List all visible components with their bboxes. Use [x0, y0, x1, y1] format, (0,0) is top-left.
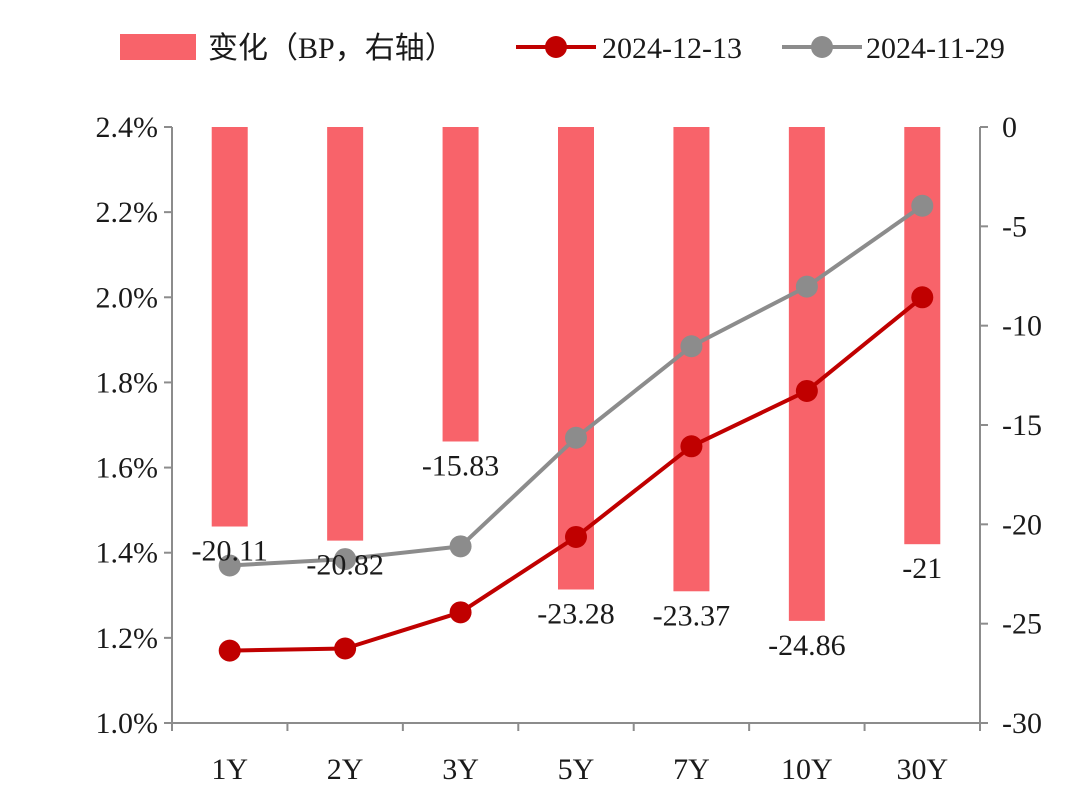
left-tick-label: 1.6% — [96, 452, 159, 485]
line-series-1-point-3Y — [449, 535, 472, 558]
bar-1Y — [211, 127, 248, 527]
line-series-1-point-5Y — [565, 426, 587, 449]
line-series-0-point-7Y — [680, 435, 703, 458]
line-series-1-point-7Y — [680, 335, 703, 358]
x-tick-label: 5Y — [558, 753, 595, 786]
x-tick-label: 30Y — [896, 753, 948, 786]
right-tick-label: -15 — [1002, 409, 1042, 442]
line-series-0-point-3Y — [449, 601, 472, 624]
legend-line2-label: 2024-11-29 — [866, 32, 1005, 65]
line-series-0-point-30Y — [911, 286, 934, 309]
left-tick-label: 1.4% — [96, 537, 159, 570]
line-series — [218, 194, 934, 662]
right-tick-label: -20 — [1002, 508, 1042, 541]
line-series-0-point-1Y — [218, 639, 241, 662]
x-tick-label: 2Y — [327, 753, 364, 786]
line-series-0-point-10Y — [795, 379, 818, 402]
bar-data-label-1Y: -20.11 — [192, 535, 268, 568]
legend: 变化（BP，右轴） 2024-12-13 2024-11-29 — [120, 32, 1005, 65]
line-series-0-point-2Y — [334, 637, 357, 660]
left-tick-label: 1.2% — [96, 622, 159, 655]
data-labels: -20.11 -20.82 -15.83 -23.28 -23.37 -24.86 -21 — [192, 449, 943, 661]
bar-30Y — [904, 127, 941, 545]
bar-data-label-7Y: -23.37 — [653, 599, 731, 632]
legend-line1-label: 2024-12-13 — [602, 32, 742, 65]
axes: 2.4% 2.2% 2.0% 1.8% 1.6% 1.4% 1.2% 1.0% 0 -5 -10 -1… — [96, 111, 1043, 786]
left-tick-label: 1.8% — [96, 366, 159, 399]
line-series-1-point-2Y — [334, 548, 357, 571]
bar-series — [211, 127, 941, 621]
bar-data-label-10Y: -24.86 — [768, 629, 846, 662]
x-tick-label: 1Y — [211, 753, 248, 786]
bar-7Y — [673, 127, 710, 592]
right-tick-label: -10 — [1002, 310, 1042, 343]
bar-data-label-5Y: -23.28 — [537, 597, 615, 630]
left-tick-label: 1.0% — [96, 707, 159, 740]
left-tick-label: 2.0% — [96, 281, 159, 314]
line-series-1-point-10Y — [795, 275, 818, 298]
legend-line2-marker — [811, 36, 833, 58]
line-series-0-point-5Y — [565, 525, 587, 548]
right-tick-label: -30 — [1002, 707, 1042, 740]
bar-3Y — [442, 127, 479, 442]
x-tick-label: 10Y — [781, 753, 833, 786]
legend-line1-marker — [545, 36, 567, 58]
line-series-1-point-30Y — [911, 194, 934, 217]
right-tick-label: -5 — [1002, 210, 1027, 243]
right-tick-label: 0 — [1002, 111, 1017, 144]
bar-10Y — [788, 127, 825, 621]
line-series-1-point-1Y — [218, 554, 241, 577]
bar-data-label-2Y: -20.82 — [306, 549, 384, 582]
left-tick-label: 2.2% — [96, 196, 159, 229]
legend-bar-swatch — [120, 34, 196, 60]
right-tick-label: -25 — [1002, 608, 1042, 641]
bar-data-label-30Y: -21 — [902, 552, 942, 585]
x-tick-label: 7Y — [673, 753, 710, 786]
legend-bar-label: 变化（BP，右轴） — [208, 32, 455, 65]
left-tick-label: 2.4% — [96, 111, 159, 144]
bar-data-label-3Y: -15.83 — [422, 449, 500, 482]
bar-2Y — [327, 127, 364, 541]
x-tick-label: 3Y — [442, 753, 479, 786]
bar-5Y — [558, 127, 594, 590]
